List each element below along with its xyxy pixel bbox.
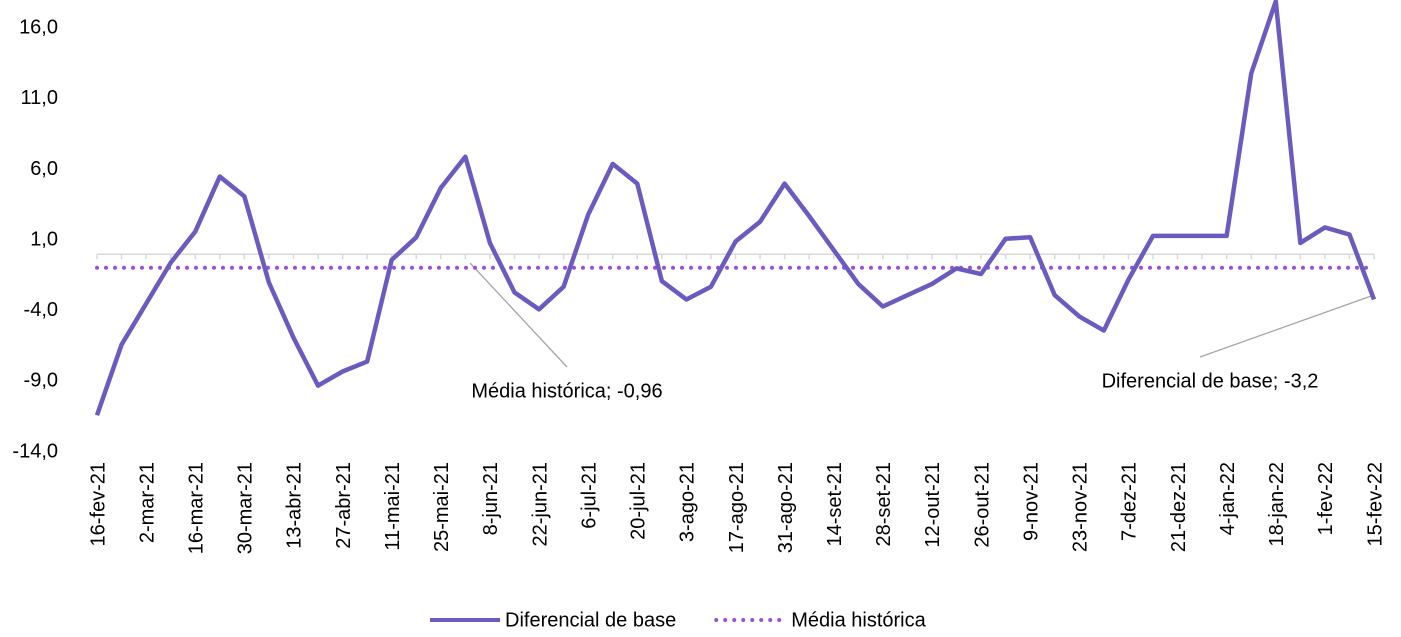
x-tick-label: 3-ago-21 (677, 462, 699, 542)
x-tick-label: 13-abr-21 (284, 462, 306, 549)
annotation: Diferencial de base; -3,2 (1102, 370, 1319, 392)
x-tick-label: 9-nov-21 (1020, 462, 1042, 541)
legend-label: Diferencial de base (505, 609, 676, 631)
x-tick-label: 15-fev-22 (1364, 462, 1386, 547)
x-tick-label: 2-mar-21 (136, 462, 158, 543)
x-tick-label: 16-fev-21 (87, 462, 109, 547)
x-tick-label: 22-jun-21 (529, 462, 551, 547)
leader-line (469, 262, 568, 368)
x-tick-label: 4-jan-22 (1217, 462, 1239, 535)
y-tick-label: 16,0 (19, 17, 58, 39)
x-tick-label: 23-nov-21 (1070, 462, 1092, 552)
x-tick-label: 28-set-21 (873, 462, 895, 547)
y-tick-label: 1,0 (30, 228, 58, 250)
leader-line (1199, 294, 1375, 358)
x-tick-label: 7-dez-21 (1119, 462, 1141, 541)
x-tick-label: 12-out-21 (922, 462, 944, 548)
y-tick-label: -14,0 (12, 440, 58, 462)
y-tick-label: -9,0 (24, 370, 58, 392)
x-tick-label: 31-ago-21 (775, 462, 797, 553)
x-tick-label: 30-mar-21 (235, 462, 257, 554)
x-tick-label: 14-set-21 (824, 462, 846, 547)
y-tick-label: -4,0 (24, 299, 58, 321)
y-tick-label: 11,0 (21, 87, 58, 109)
legend-label: Média histórica (791, 609, 926, 631)
x-tick-label: 25-mai-21 (431, 462, 453, 552)
x-tick-label: 8-jun-21 (480, 462, 502, 535)
x-tick-label: 26-out-21 (971, 462, 993, 548)
x-tick-label: 27-abr-21 (333, 462, 355, 549)
x-tick-label: 20-jul-21 (628, 462, 650, 540)
x-tick-label: 11-mai-21 (382, 462, 404, 551)
x-tick-label: 18-jan-22 (1266, 462, 1288, 547)
x-tick-label: 16-mar-21 (186, 462, 208, 554)
x-tick-label: 6-jul-21 (578, 462, 600, 529)
annotation: Média histórica; -0,96 (471, 380, 662, 402)
data-line (94, 0, 1377, 417)
x-tick-label: 21-dez-21 (1168, 462, 1190, 552)
y-tick-label: 6,0 (30, 158, 58, 180)
x-tick-label: 17-ago-21 (726, 462, 748, 553)
x-tick-label: 1-fev-22 (1315, 462, 1337, 535)
